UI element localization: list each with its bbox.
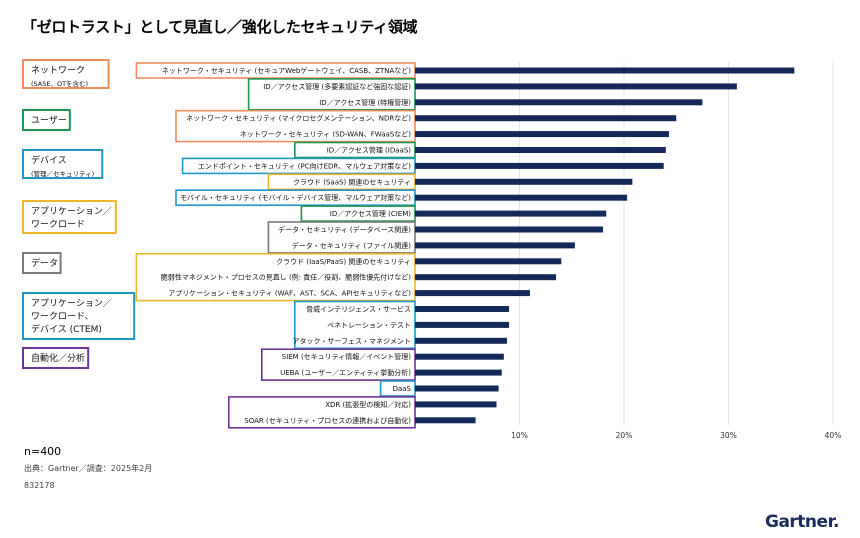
bar xyxy=(415,147,666,153)
category-label: ネットワーク・セキュリティ (SD-WAN、FWaaSなど) xyxy=(240,131,412,139)
legend-label: ワークロード、 xyxy=(31,311,94,322)
legend-label: アプリケーション／ xyxy=(31,298,112,309)
bar xyxy=(415,353,504,360)
legend-label: アプリケーション／ xyxy=(31,206,112,217)
x-tick-label: 40% xyxy=(825,431,842,440)
category-label: モバイル・セキュリティ (モバイル・デバイス管理、マルウェア対策など) xyxy=(180,193,411,202)
bar xyxy=(415,115,677,122)
category-label: ID／アクセス管理 (CIEM) xyxy=(330,209,411,218)
legend-label: デバイス (CTEM) xyxy=(31,323,102,335)
x-tick-label: 10% xyxy=(511,431,528,440)
x-tick-label: 20% xyxy=(616,431,633,440)
category-label: SOAR (セキュリティ・プロセスの連携および自動化) xyxy=(244,416,411,425)
category-label: ID／アクセス管理 (多要素認証など強固な認証) xyxy=(263,82,411,91)
bar xyxy=(415,274,557,281)
category-label: 脆弱性マネジメント・プロセスの見直し (例: 責任／役割、脆弱性優先付けなど) xyxy=(161,273,412,282)
category-label: ID／アクセス管理 (特権管理) xyxy=(319,98,411,107)
category-label: 脅威インテリジェンス・サービス xyxy=(306,305,411,314)
bar xyxy=(415,417,476,424)
category-group-box xyxy=(175,109,416,143)
sample-size: n=400 xyxy=(24,445,62,458)
bar xyxy=(415,162,664,169)
category-label: エンドポイント・セキュリティ (PC向けEDR、マルウェア対策など) xyxy=(198,161,411,170)
category-label: ネットワーク・セキュリティ (セキュアWebゲートウェイ、CASB、ZTNAなど… xyxy=(162,66,411,75)
legend-box xyxy=(22,292,136,340)
bar xyxy=(415,131,669,138)
category-label: クラウド (SaaS) 関連のセキュリティ xyxy=(293,177,411,186)
legend-box xyxy=(22,347,90,369)
x-tick-label: 30% xyxy=(720,431,737,440)
category-label: データ・セキュリティ (ファイル関連) xyxy=(292,241,412,250)
legend-label: データ xyxy=(31,257,58,269)
category-label: UEBA (ユーザー／エンティティ挙動分析) xyxy=(280,368,411,377)
bar xyxy=(415,67,795,74)
bar xyxy=(415,385,499,392)
bar xyxy=(415,210,607,217)
category-label: データ・セキュリティ (データベース関連) xyxy=(278,225,411,234)
legend-box xyxy=(22,109,71,131)
bar xyxy=(415,290,530,297)
category-label: ID／アクセス管理 (IDaaS) xyxy=(327,146,412,155)
bar xyxy=(415,337,507,344)
bar xyxy=(415,369,502,376)
source-note: 出典：Gartner／調査：2025年2月 xyxy=(24,464,153,473)
legend-label: 自動化／分析 xyxy=(31,352,85,364)
legend-label: (管理／セキュリティ) xyxy=(31,169,94,178)
legend-box xyxy=(22,149,104,179)
doc-id: 832178 xyxy=(24,481,55,490)
legend-label: デバイス xyxy=(31,154,67,166)
bar xyxy=(415,306,510,312)
legend-label: ユーザー xyxy=(31,115,67,126)
bar xyxy=(415,242,575,249)
category-group-box xyxy=(260,348,416,381)
category-group-box xyxy=(267,221,416,254)
category-group-box xyxy=(228,396,416,429)
legend-label: ネットワーク xyxy=(31,65,85,76)
chart-title: 「ゼロトラスト」として見直し／強化したセキュリティ領域 xyxy=(22,18,418,36)
gartner-logo: Gartner. xyxy=(765,512,839,532)
legend-box xyxy=(22,200,117,234)
bar xyxy=(415,178,633,185)
category-label: ペネトレーション・テスト xyxy=(327,321,411,329)
category-group-box xyxy=(247,78,416,111)
legend-label: ワークロード xyxy=(31,219,85,230)
legend-box xyxy=(22,59,110,89)
bar xyxy=(415,194,628,201)
bar xyxy=(415,321,510,328)
category-label: アプリケーション・セキュリティ (WAF、AST、SCA、APIセキュリティなど… xyxy=(168,290,411,298)
category-label: ネットワーク・セキュリティ (マイクロセグメンテーション、NDRなど) xyxy=(186,114,411,123)
category-label: XDR (拡張型の検知／対応) xyxy=(325,400,411,409)
category-label: SIEM (セキュリティ情報／イベント管理) xyxy=(282,352,412,361)
legend-box xyxy=(22,252,62,274)
bar xyxy=(415,226,604,233)
bar xyxy=(415,99,703,106)
bar xyxy=(415,258,562,265)
category-label: アタック・サーフェス・マネジメント xyxy=(293,336,411,345)
category-label: DaaS xyxy=(393,385,412,393)
bar xyxy=(415,83,737,90)
category-label: クラウド (IaaS/PaaS) 関連のセキュリティ xyxy=(276,257,411,266)
legend-label: (SASE、OTを含む) xyxy=(31,79,88,88)
bar xyxy=(415,401,497,408)
